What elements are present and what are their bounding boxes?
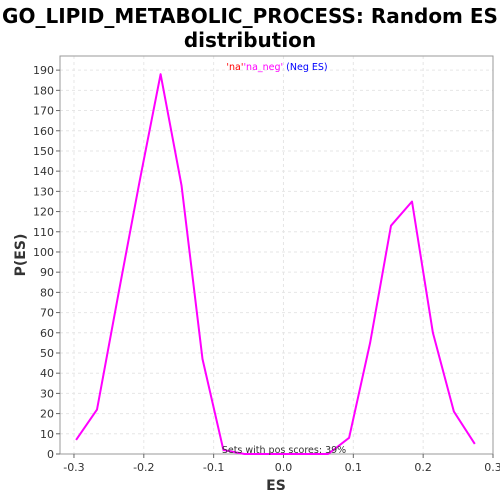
- x-tick-label: -0.3: [63, 461, 84, 474]
- y-tick-label: 190: [33, 64, 54, 77]
- y-tick-label: 80: [40, 286, 54, 299]
- y-tick-label: 90: [40, 266, 54, 279]
- y-tick-label: 170: [33, 105, 54, 118]
- grid-lines: [60, 56, 494, 455]
- annotation-pos-scores: Sets with pos scores: 39%: [222, 445, 346, 456]
- legend-entry: 'na_neg': [243, 62, 283, 73]
- chart-title-line-1: GO_LIPID_METABOLIC_PROCESS: Random ES: [2, 4, 498, 28]
- y-tick-label: 40: [40, 367, 54, 380]
- y-tick-label: 70: [40, 307, 54, 320]
- y-tick-label: 140: [33, 165, 54, 178]
- series-line: [75, 73, 476, 455]
- y-axis: 0 10 20 30 40 50 60 70 80 90 100 110 120 130 140 150 160…: [33, 64, 60, 461]
- x-tick-label: 0.1: [345, 461, 363, 474]
- y-tick-label: 20: [40, 408, 54, 421]
- y-tick-label: 30: [40, 387, 54, 400]
- y-tick-label: 100: [33, 246, 54, 259]
- y-tick-label: 120: [33, 206, 54, 219]
- y-tick-label: 0: [47, 448, 54, 461]
- y-tick-label: 180: [33, 84, 54, 97]
- x-axis: -0.3 -0.2 -0.1 0.0 0.1 0.2 0.3: [63, 454, 500, 474]
- chart-title-line-2: distribution: [183, 28, 317, 52]
- y-tick-label: 110: [33, 226, 54, 239]
- x-tick-label: 0.2: [414, 461, 432, 474]
- x-tick-label: -0.1: [203, 461, 224, 474]
- x-tick-label: 0.3: [484, 461, 500, 474]
- y-tick-label: 60: [40, 327, 54, 340]
- y-tick-label: 130: [33, 185, 54, 198]
- x-axis-label: ES: [266, 478, 286, 494]
- y-tick-label: 50: [40, 347, 54, 360]
- legend: 'na''na_neg' (Neg ES): [226, 62, 327, 73]
- y-tick-label: 150: [33, 145, 54, 158]
- x-tick-label: -0.2: [133, 461, 154, 474]
- y-tick-label: 10: [40, 428, 54, 441]
- x-tick-label: 0.0: [275, 461, 293, 474]
- series-layer: [75, 73, 476, 455]
- y-axis-label: P(ES): [13, 234, 29, 277]
- y-tick-label: 160: [33, 125, 54, 138]
- legend-entry: (Neg ES): [283, 62, 327, 73]
- legend-entry: 'na': [226, 62, 243, 73]
